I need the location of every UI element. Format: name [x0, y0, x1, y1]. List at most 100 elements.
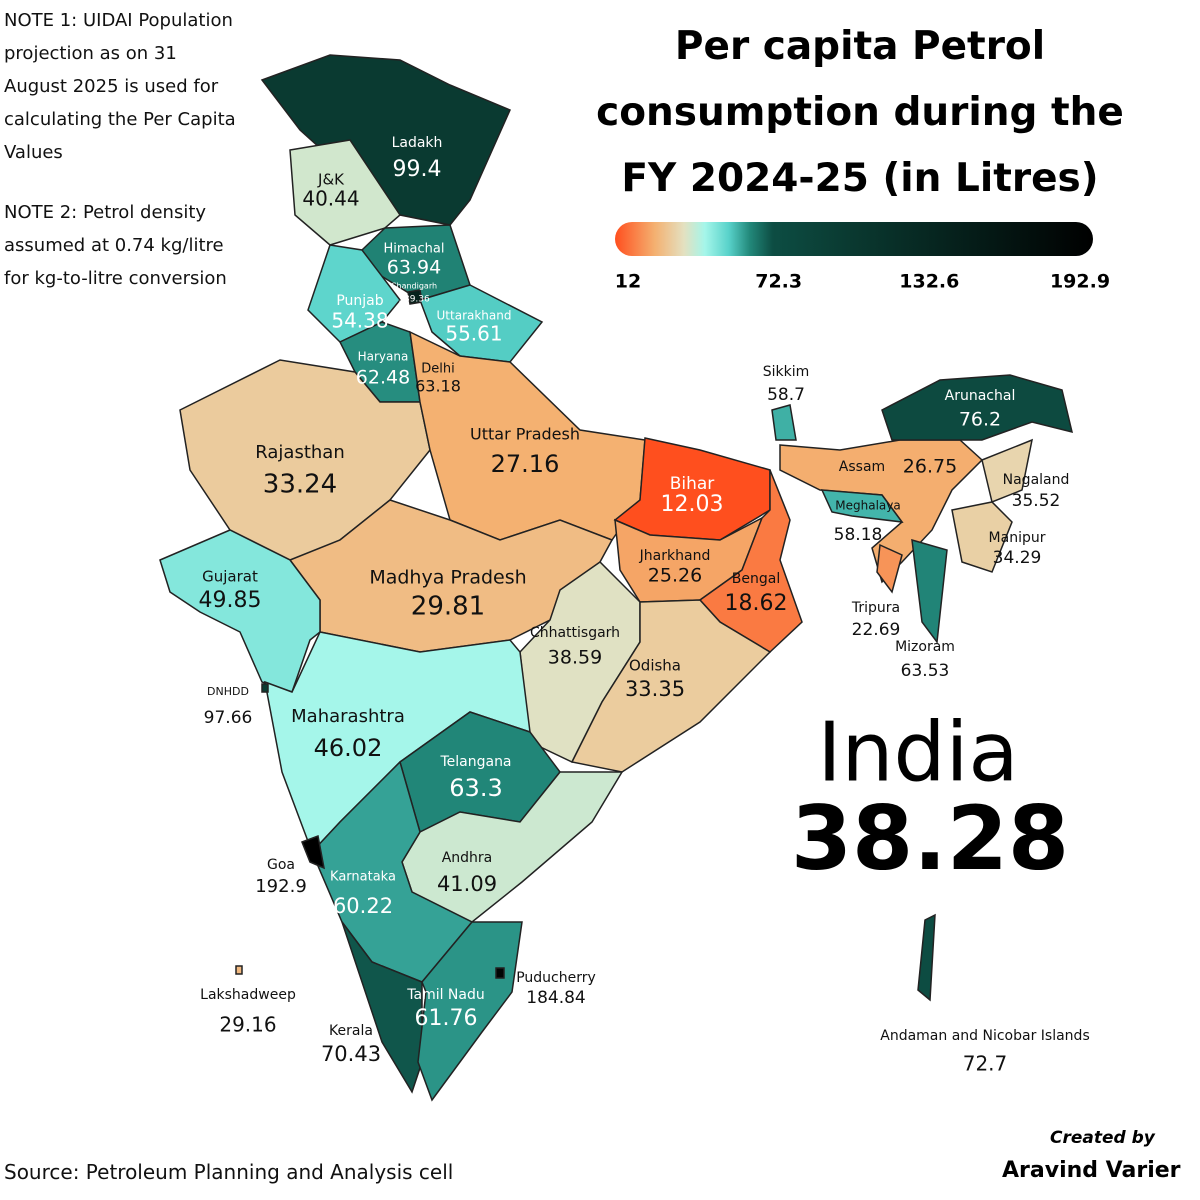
region	[917, 913, 936, 1002]
source: Source: Petroleum Planning and Analysis …	[4, 1160, 454, 1184]
region-name: Himachal	[384, 242, 445, 257]
region-value: 35.52	[1012, 491, 1061, 511]
region-value: 26.75	[903, 456, 957, 478]
region-value: 184.84	[526, 988, 585, 1008]
tick-label: 192.9	[1050, 271, 1110, 293]
region-name: Lakshadweep	[200, 987, 296, 1003]
region-name: Bengal	[732, 571, 780, 587]
region-value: 62.48	[356, 367, 410, 389]
region	[951, 501, 1013, 573]
region-name: Gujarat	[202, 568, 258, 586]
region-value: 38.59	[548, 647, 602, 669]
region	[820, 489, 904, 523]
region-value: 33.24	[263, 470, 337, 500]
tick-label: 132.6	[899, 271, 959, 293]
national-value: 38.28	[791, 787, 1069, 890]
national-name: India	[817, 705, 1018, 800]
region-name: Assam	[839, 459, 885, 475]
region-value: 60.22	[333, 894, 393, 918]
region-name: Andaman and Nicobar Islands	[880, 1028, 1090, 1044]
region	[570, 599, 772, 773]
region-value: 22.69	[852, 620, 901, 640]
region	[881, 374, 1074, 441]
region	[159, 529, 321, 693]
region-value: 70.43	[321, 1042, 381, 1066]
region	[301, 834, 325, 870]
region	[235, 965, 243, 975]
region-name: Jharkhand	[639, 548, 711, 564]
region	[911, 538, 948, 644]
region-name: Telangana	[439, 754, 511, 770]
credit-label: Created by	[1050, 1128, 1155, 1148]
region-value: 29.16	[219, 1013, 276, 1037]
region-value: 18.62	[725, 591, 788, 616]
region-name: Chhattisgarh	[530, 625, 620, 641]
region-value: 40.44	[302, 187, 359, 211]
region-name: Goa	[267, 857, 295, 873]
region-name: Puducherry	[516, 970, 596, 986]
region-name: Rajasthan	[255, 442, 344, 463]
region-name: Ladakh	[392, 135, 443, 151]
region-value: 29.81	[411, 592, 485, 622]
region-name: Uttarakhand	[437, 309, 512, 323]
region-value: 192.9	[255, 876, 307, 897]
region-value: 63.94	[387, 257, 441, 279]
region-name: DNHDD	[207, 685, 249, 698]
region-value: 72.7	[963, 1052, 1008, 1076]
region-name: Madhya Pradesh	[369, 567, 526, 589]
region-value: 12.03	[661, 492, 724, 517]
region-name: Punjab	[336, 293, 383, 309]
region	[876, 543, 903, 594]
region-name: Meghalaya	[835, 499, 900, 513]
title: Per capita Petrol consumption during the…	[596, 24, 1124, 201]
region-value: 63.3	[449, 774, 502, 802]
region-name: Manipur	[989, 530, 1046, 546]
region-value: 97.66	[204, 708, 253, 728]
region-value: 46.02	[314, 734, 383, 762]
region	[981, 438, 1034, 504]
region-value: 63.53	[901, 661, 950, 681]
region-name: Mizoram	[895, 639, 955, 655]
region-name: Uttar Pradesh	[470, 425, 580, 444]
region-value: 99.4	[393, 157, 442, 182]
region-name: Tamil Nadu	[406, 987, 485, 1003]
region-value: 58.7	[767, 385, 805, 405]
region-name: J&K	[317, 171, 345, 189]
region-name: Maharashtra	[291, 706, 405, 727]
region	[261, 683, 269, 693]
region-value: 58.18	[834, 525, 883, 545]
region-value: 49.85	[199, 588, 262, 613]
region-value: 41.09	[437, 872, 497, 896]
region-name: Haryana	[358, 350, 409, 364]
region-value: 33.35	[625, 677, 685, 701]
region-value: 139.36	[398, 295, 430, 305]
region-name: Arunachal	[945, 388, 1016, 404]
region-name: Chandigarh	[391, 282, 437, 291]
region-name: Tripura	[851, 600, 900, 616]
region-name: Kerala	[329, 1023, 373, 1039]
region-value: 55.61	[445, 322, 502, 346]
region-value: 25.26	[648, 565, 702, 587]
region-name: Odisha	[629, 657, 681, 675]
region-value: 63.18	[415, 377, 461, 396]
region-value: 76.2	[959, 409, 1001, 431]
note: NOTE 1: UIDAI Population projection as o…	[4, 10, 236, 163]
region-value: 34.29	[993, 548, 1042, 568]
region-name: Karnataka	[330, 870, 396, 885]
region	[495, 967, 505, 979]
tick-label: 72.3	[755, 271, 802, 293]
region-value: 61.76	[415, 1006, 478, 1031]
region-name: Sikkim	[763, 364, 810, 380]
region	[417, 921, 523, 1102]
region-name: Andhra	[442, 850, 493, 866]
region-name: Bihar	[670, 474, 715, 494]
region-value: 27.16	[491, 450, 560, 478]
region	[771, 404, 797, 441]
colorbar	[615, 222, 1093, 256]
region-name: Delhi	[421, 362, 454, 377]
tick-label: 12	[615, 271, 641, 293]
region-value: 54.38	[331, 309, 388, 333]
credit-author: Aravind Varier	[1002, 1158, 1181, 1183]
